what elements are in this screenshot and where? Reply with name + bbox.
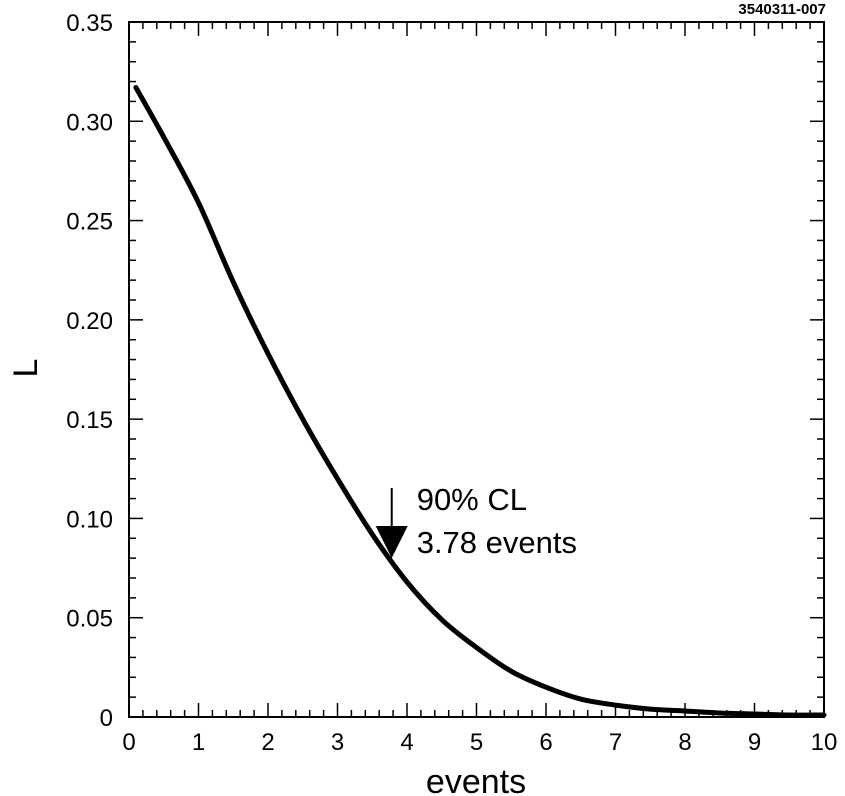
y-tick-label: 0.10 bbox=[66, 506, 113, 533]
x-tick-label: 5 bbox=[470, 729, 483, 756]
x-tick-labels: 0 1 2 3 4 5 6 7 8 9 10 bbox=[122, 729, 837, 756]
x-tick-label: 2 bbox=[261, 729, 274, 756]
x-tick-label: 0 bbox=[122, 729, 135, 756]
cl-arrow-head bbox=[375, 526, 408, 558]
y-axis-title: L bbox=[7, 359, 45, 378]
y-tick-label: 0.15 bbox=[66, 407, 113, 434]
figure-id: 3540311-007 bbox=[738, 1, 826, 18]
y-tick-label: 0.30 bbox=[66, 109, 113, 136]
axis-ticks bbox=[128, 21, 825, 718]
y-tick-label: 0.05 bbox=[66, 606, 113, 633]
plot-frame bbox=[128, 21, 825, 718]
x-tick-label: 4 bbox=[400, 729, 413, 756]
y-tick-label: 0.35 bbox=[66, 10, 113, 37]
cl-label: 90% CL bbox=[417, 482, 527, 517]
y-tick-label: 0.20 bbox=[66, 308, 113, 335]
x-tick-label: 10 bbox=[811, 729, 838, 756]
y-tick-label: 0 bbox=[100, 705, 113, 732]
cl-value-label: 3.78 events bbox=[417, 525, 577, 560]
y-tick-label: 0.25 bbox=[66, 209, 113, 236]
likelihood-curve bbox=[133, 85, 827, 718]
x-tick-label: 6 bbox=[539, 729, 552, 756]
x-tick-label: 3 bbox=[331, 729, 344, 756]
x-tick-label: 9 bbox=[748, 729, 761, 756]
y-tick-labels: 0 0.05 0.10 0.15 0.20 0.25 0.30 0.35 bbox=[66, 10, 113, 732]
x-tick-label: 8 bbox=[678, 729, 691, 756]
x-axis-title: events bbox=[426, 763, 526, 796]
x-tick-label: 7 bbox=[609, 729, 622, 756]
x-tick-label: 1 bbox=[192, 729, 205, 756]
